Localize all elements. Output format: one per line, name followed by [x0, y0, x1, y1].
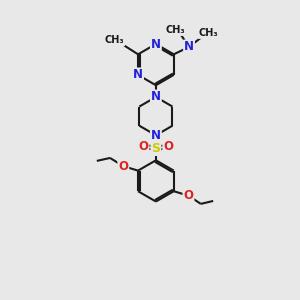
Text: N: N	[151, 129, 161, 142]
Text: O: O	[163, 140, 173, 153]
Text: S: S	[152, 142, 160, 155]
Text: CH₃: CH₃	[105, 35, 124, 46]
Text: N: N	[151, 91, 161, 103]
Text: N: N	[133, 68, 143, 81]
Text: N: N	[151, 38, 161, 50]
Text: N: N	[184, 40, 194, 53]
Text: CH₃: CH₃	[166, 25, 186, 35]
Text: O: O	[118, 160, 128, 173]
Text: O: O	[184, 189, 194, 202]
Text: CH₃: CH₃	[198, 28, 218, 38]
Text: O: O	[139, 140, 148, 153]
